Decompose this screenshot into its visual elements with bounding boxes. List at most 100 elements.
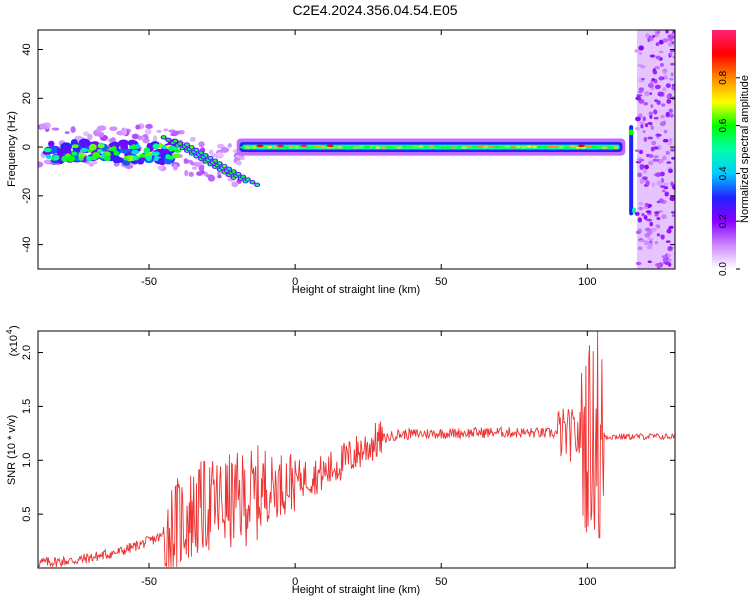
spectrogram-noise-speck [661,103,666,107]
spectrogram-band-cell [613,146,619,149]
spectrogram-noise-speck [636,94,643,97]
spectrogram-noise-speck [654,84,661,90]
spectrogram-blob [103,155,111,162]
spectrogram-noise-speck [641,77,645,81]
spectrogram-ylabel: Frequency (Hz) [6,111,18,187]
spectrogram-blob [52,154,60,161]
spectrogram-noise-speck [639,164,644,170]
spectrogram-blob [67,155,76,162]
spectrogram-noise-speck [662,38,669,43]
spectrogram-streak [241,175,245,179]
colorbar-tick-label: 0.0 [718,262,729,276]
spectrogram-blob [126,155,134,160]
spectrogram-noise-speck [667,142,672,146]
spectrogram-noise-speck [634,149,641,152]
spectrogram-blob [239,156,245,161]
spectrogram-band-cell [288,146,294,149]
spectrogram-blob [150,151,159,156]
spectrogram-streak [250,180,255,184]
spectrogram-blob [145,154,152,161]
spectrogram-noise-speck [643,102,648,106]
spectrogram-y-tick-label: -40 [21,237,33,253]
spectrogram-noise-speck [635,96,642,101]
spectrogram-noise-speck [660,114,665,119]
spectrogram-noise-speck [662,257,669,263]
spectrogram-noise-speck [668,37,674,42]
spectrogram-noise-speck [658,50,664,54]
spectrogram-band-cell [391,145,397,148]
spectrogram-y-tick-label: -20 [21,188,33,204]
spectrogram-band-cell [483,145,489,149]
spectrogram-band-cell [369,145,375,148]
spectrogram-band-cell [429,145,435,149]
spectrogram-blob [143,147,151,153]
snr-x-tick-label: 50 [435,576,447,588]
spectrogram-noise-speck [668,225,674,229]
spectrogram-spike [629,125,634,216]
spectrogram-blob [216,171,222,176]
snr-y-tick-label: 1.0 [21,453,33,468]
spectrogram-band-cell [337,146,343,149]
spectrogram-noise-speck [662,68,668,74]
spectrogram-noise-speck [656,100,661,105]
spectrogram-noise-speck [656,136,661,140]
spectrogram-blob [131,149,140,155]
spectrogram-noise-speck [637,217,643,223]
spectrogram-blob [144,128,152,135]
spectrogram-streak [161,135,166,139]
spectrogram-y-tick-label: 40 [21,43,33,55]
spectrogram-band-cell [445,146,451,149]
spectrogram-streak [222,164,227,168]
spectrogram-blob [194,162,201,168]
spectrogram-band-cell [375,146,381,149]
spectrogram-noise-speck [670,181,674,187]
spectrogram-peak [256,144,264,148]
spectrogram-blob [64,131,70,135]
spectrogram-blob [80,148,89,153]
spectrogram-noise-speck [656,265,661,269]
spectrogram-blob [211,153,217,157]
spectrogram-x-tick-label: -50 [141,276,157,288]
spectrogram-streak [178,142,182,146]
snr-ylabel: SNR (10 * v/v) [6,415,18,485]
spectrogram-streak [236,172,241,176]
spectrogram-noise-speck [638,113,643,117]
spectrogram-band-cell [364,146,370,149]
spectrogram-noise-speck [635,261,642,266]
colorbar-ticks: 0.0 0.2 0.4 0.6 0.8 [718,70,740,276]
spectrogram-noise-speck [639,121,645,125]
spectrogram-x-tick-label: 0 [292,276,298,288]
spectrogram-blob [38,161,44,168]
spectrogram-blob [39,123,48,130]
spectrogram-blob [138,153,146,158]
spectrogram-peak [326,144,334,148]
spectrogram-blob [174,149,182,153]
spectrogram-streak [208,156,213,160]
spectrogram-noise-speck [643,136,648,143]
spectrogram-blob [198,141,205,148]
spectrogram-band-cell [402,145,408,148]
chart-title: C2E4.2024.356.04.54.E05 [292,2,458,18]
spectrogram-blob [163,128,169,132]
spectrogram-noise-speck [647,237,654,241]
spectrogram-noise-speck [671,214,675,217]
spectrogram-peak [300,144,308,148]
spectrogram-blob [112,154,121,164]
spectrogram-noise-speck [660,234,665,240]
spectrogram-blob [235,160,242,166]
spectrogram-band-cell [558,146,564,149]
spectrogram-blob [78,152,86,159]
spectrogram-blob [152,143,160,150]
spectrogram-band-cell [596,145,602,149]
spectrogram-band-cell [521,146,527,149]
spectrogram-noise-speck [666,228,672,234]
spectrogram-blob [131,133,140,140]
spectrogram-blob [92,152,101,159]
spectrogram-streak [185,143,189,147]
spectrogram-noise-speck [667,41,673,47]
spectrogram-blob [48,140,55,147]
spectrogram-noise-speck [652,158,658,162]
spectrogram-noise-speck [659,171,665,177]
spectrogram-noise-speck [669,196,675,202]
spectrogram-band-cell [472,145,478,148]
